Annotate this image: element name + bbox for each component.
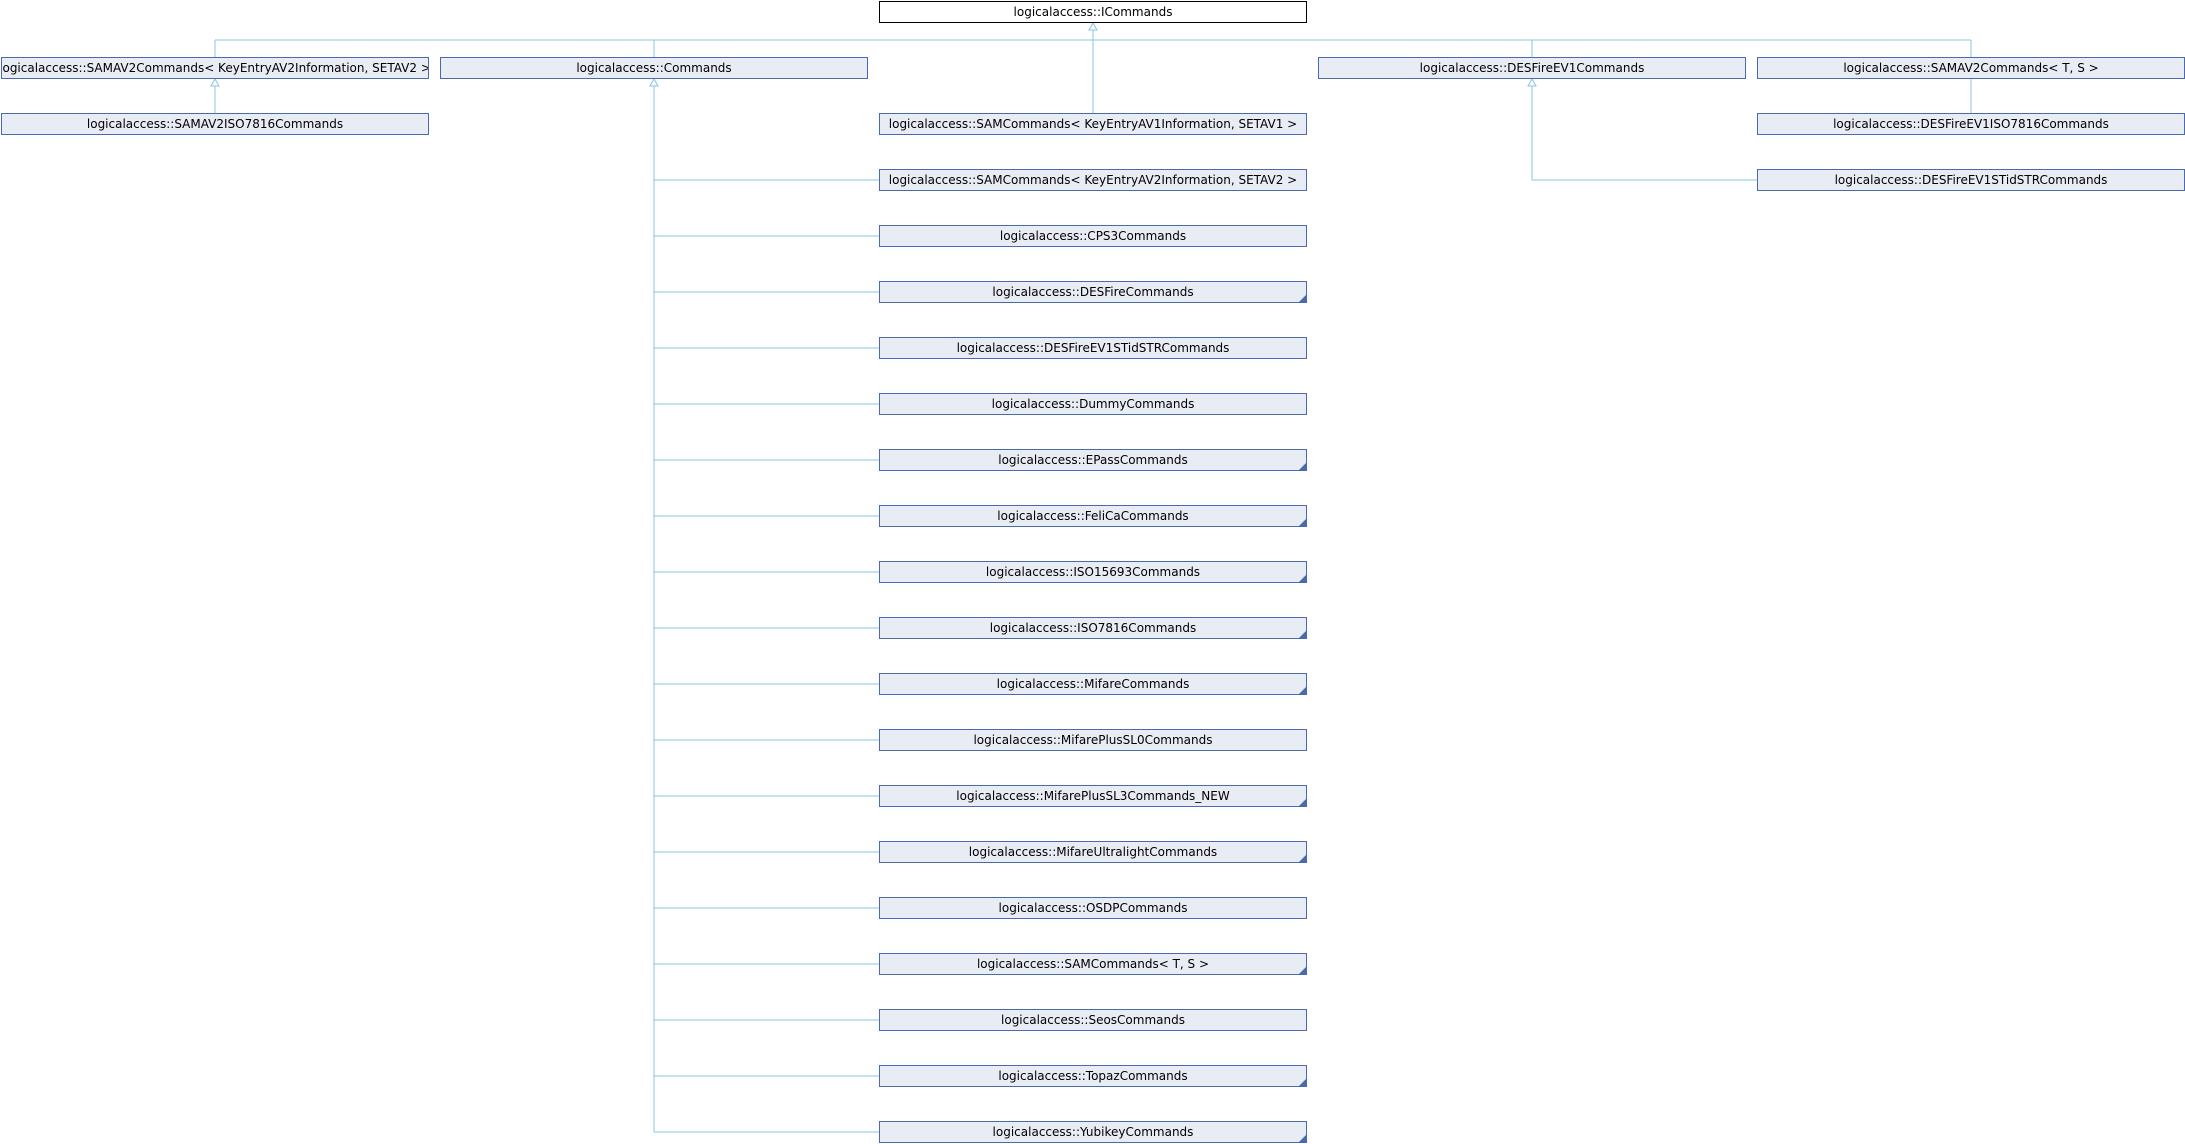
truncated-corner-icon [1299, 967, 1306, 974]
class-node-sam-t-s[interactable]: logicalaccess::SAMCommands< T, S > [879, 953, 1307, 975]
class-node-iso15693[interactable]: logicalaccess::ISO15693Commands [879, 561, 1307, 583]
class-node-desfireev1[interactable]: logicalaccess::DESFireEV1Commands [1318, 57, 1746, 79]
class-node-osdp[interactable]: logicalaccess::OSDPCommands [879, 897, 1307, 919]
class-node-samav2-t-s[interactable]: logicalaccess::SAMAV2Commands< T, S > [1757, 57, 2185, 79]
class-node-mifareultralight[interactable]: logicalaccess::MifareUltralightCommands [879, 841, 1307, 863]
class-name: logicalaccess::ISO7816Commands [989, 621, 1197, 635]
truncated-corner-icon [1299, 855, 1306, 862]
truncated-corner-icon [1299, 463, 1306, 470]
class-name: logicalaccess::DESFireEV1STidSTRCommands [1834, 173, 2108, 187]
arrow-icommands [1088, 21, 1098, 31]
class-node-desfire[interactable]: logicalaccess::DESFireCommands [879, 281, 1307, 303]
class-node-commands[interactable]: logicalaccess::Commands [440, 57, 868, 79]
truncated-corner-icon [1299, 575, 1306, 582]
class-name: logicalaccess::EPassCommands [998, 453, 1188, 467]
class-node-icommands: logicalaccess::ICommands [879, 1, 1307, 23]
truncated-corner-icon [1299, 631, 1306, 638]
class-name: logicalaccess::SAMCommands< KeyEntryAV1I… [888, 117, 1298, 131]
class-name: logicalaccess::SAMCommands< KeyEntryAV2I… [888, 173, 1298, 187]
class-node-mifare[interactable]: logicalaccess::MifareCommands [879, 673, 1307, 695]
truncated-corner-icon [1299, 799, 1306, 806]
class-node-desfireev1iso7816[interactable]: logicalaccess::DESFireEV1ISO7816Commands [1757, 113, 2185, 135]
class-name: logicalaccess::CPS3Commands [999, 229, 1187, 243]
class-node-epass[interactable]: logicalaccess::EPassCommands [879, 449, 1307, 471]
arrow-desfireev1 [1527, 77, 1537, 87]
class-name: logicalaccess::ISO15693Commands [985, 565, 1201, 579]
class-node-felica[interactable]: logicalaccess::FeliCaCommands [879, 505, 1307, 527]
class-name: logicalaccess::SAMAV2ISO7816Commands [86, 117, 344, 131]
class-node-desfireev1stidstr[interactable]: logicalaccess::DESFireEV1STidSTRCommands [879, 337, 1307, 359]
class-node-yubikey[interactable]: logicalaccess::YubikeyCommands [879, 1121, 1307, 1143]
arrow-samav2-keyentryav2 [210, 77, 220, 87]
class-node-desfireev1stidstr-b[interactable]: logicalaccess::DESFireEV1STidSTRCommands [1757, 169, 2185, 191]
class-name: logicalaccess::MifareCommands [996, 677, 1190, 691]
class-name: logicalaccess::SAMAV2Commands< KeyEntryA… [1, 61, 429, 75]
class-node-mifareplussl3new[interactable]: logicalaccess::MifarePlusSL3Commands_NEW [879, 785, 1307, 807]
class-name: logicalaccess::DESFireEV1Commands [1419, 61, 1645, 75]
class-node-dummy[interactable]: logicalaccess::DummyCommands [879, 393, 1307, 415]
class-name: logicalaccess::OSDPCommands [998, 901, 1188, 915]
class-name: logicalaccess::DESFireEV1ISO7816Commands [1833, 117, 2109, 131]
class-node-samav2-keyentryav2[interactable]: logicalaccess::SAMAV2Commands< KeyEntryA… [1, 57, 429, 79]
class-node-seos[interactable]: logicalaccess::SeosCommands [879, 1009, 1307, 1031]
class-name: logicalaccess::ICommands [1013, 5, 1173, 19]
truncated-corner-icon [1299, 1135, 1306, 1142]
truncated-corner-icon [1299, 295, 1306, 302]
class-node-topaz[interactable]: logicalaccess::TopazCommands [879, 1065, 1307, 1087]
arrow-commands [649, 77, 659, 87]
truncated-corner-icon [1299, 687, 1306, 694]
class-name: logicalaccess::DESFireCommands [992, 285, 1194, 299]
class-name: logicalaccess::DummyCommands [991, 397, 1195, 411]
class-name: logicalaccess::YubikeyCommands [992, 1125, 1194, 1139]
class-name: logicalaccess::MifarePlusSL0Commands [973, 733, 1213, 747]
class-name: logicalaccess::SeosCommands [1001, 1013, 1185, 1027]
truncated-corner-icon [1299, 519, 1306, 526]
class-name: logicalaccess::MifareUltralightCommands [968, 845, 1218, 859]
class-node-sam-av2[interactable]: logicalaccess::SAMCommands< KeyEntryAV2I… [879, 169, 1307, 191]
class-node-sam-av1[interactable]: logicalaccess::SAMCommands< KeyEntryAV1I… [879, 113, 1307, 135]
class-node-cps3[interactable]: logicalaccess::CPS3Commands [879, 225, 1307, 247]
class-node-samav2iso7816[interactable]: logicalaccess::SAMAV2ISO7816Commands [1, 113, 429, 135]
class-name: logicalaccess::FeliCaCommands [997, 509, 1189, 523]
class-name: logicalaccess::TopazCommands [998, 1069, 1188, 1083]
class-name: logicalaccess::Commands [576, 61, 732, 75]
truncated-corner-icon [1299, 1079, 1306, 1086]
class-node-mifareplussl0[interactable]: logicalaccess::MifarePlusSL0Commands [879, 729, 1307, 751]
class-name: logicalaccess::SAMCommands< T, S > [976, 957, 1210, 971]
class-name: logicalaccess::DESFireEV1STidSTRCommands [956, 341, 1230, 355]
class-node-iso7816[interactable]: logicalaccess::ISO7816Commands [879, 617, 1307, 639]
class-name: logicalaccess::MifarePlusSL3Commands_NEW [956, 789, 1230, 803]
class-name: logicalaccess::SAMAV2Commands< T, S > [1843, 61, 2099, 75]
